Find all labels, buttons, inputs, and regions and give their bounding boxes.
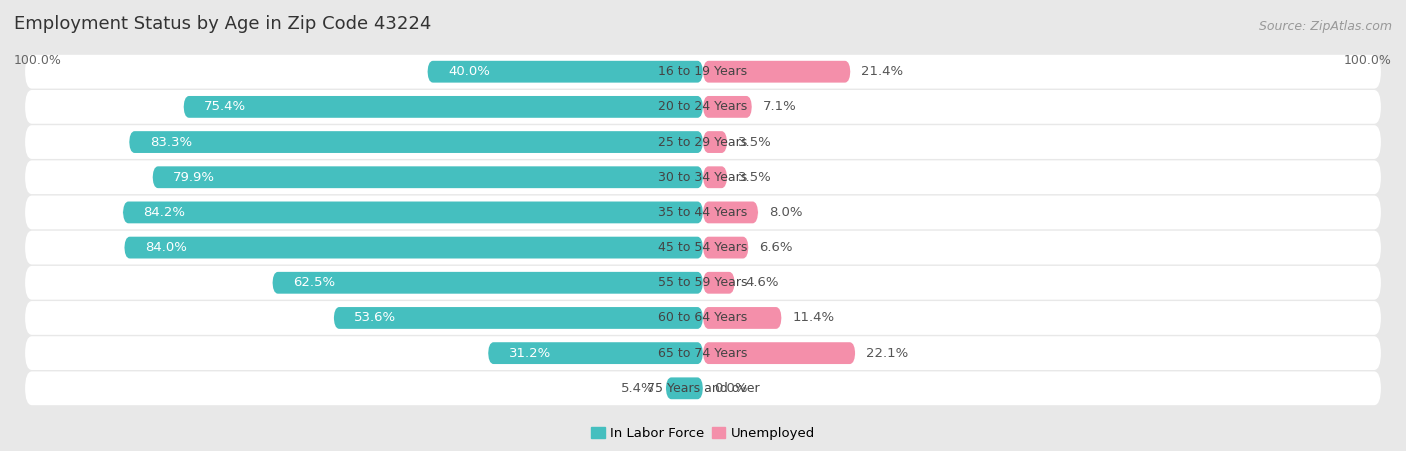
FancyBboxPatch shape (488, 342, 703, 364)
FancyBboxPatch shape (333, 307, 703, 329)
FancyBboxPatch shape (25, 372, 1381, 405)
FancyBboxPatch shape (703, 237, 748, 258)
Legend: In Labor Force, Unemployed: In Labor Force, Unemployed (586, 421, 820, 445)
Text: 55 to 59 Years: 55 to 59 Years (658, 276, 748, 289)
Text: 16 to 19 Years: 16 to 19 Years (658, 65, 748, 78)
Text: 22.1%: 22.1% (866, 347, 908, 359)
Text: 100.0%: 100.0% (1344, 54, 1392, 67)
FancyBboxPatch shape (152, 166, 703, 188)
FancyBboxPatch shape (25, 55, 1381, 88)
Text: 8.0%: 8.0% (769, 206, 803, 219)
Text: 40.0%: 40.0% (449, 65, 489, 78)
Text: 0.0%: 0.0% (714, 382, 748, 395)
Text: 20 to 24 Years: 20 to 24 Years (658, 101, 748, 113)
Text: 45 to 54 Years: 45 to 54 Years (658, 241, 748, 254)
FancyBboxPatch shape (703, 61, 851, 83)
FancyBboxPatch shape (122, 202, 703, 223)
FancyBboxPatch shape (25, 301, 1381, 335)
Text: 60 to 64 Years: 60 to 64 Years (658, 312, 748, 324)
Text: 35 to 44 Years: 35 to 44 Years (658, 206, 748, 219)
FancyBboxPatch shape (25, 90, 1381, 124)
FancyBboxPatch shape (703, 131, 727, 153)
Text: 31.2%: 31.2% (509, 347, 551, 359)
Text: 65 to 74 Years: 65 to 74 Years (658, 347, 748, 359)
Text: Source: ZipAtlas.com: Source: ZipAtlas.com (1258, 20, 1392, 33)
Text: Employment Status by Age in Zip Code 43224: Employment Status by Age in Zip Code 432… (14, 15, 432, 33)
Text: 79.9%: 79.9% (173, 171, 215, 184)
FancyBboxPatch shape (273, 272, 703, 294)
Text: 84.0%: 84.0% (145, 241, 187, 254)
Text: 4.6%: 4.6% (745, 276, 779, 289)
Text: 30 to 34 Years: 30 to 34 Years (658, 171, 748, 184)
FancyBboxPatch shape (184, 96, 703, 118)
FancyBboxPatch shape (703, 342, 855, 364)
Text: 3.5%: 3.5% (738, 171, 772, 184)
Text: 21.4%: 21.4% (862, 65, 904, 78)
Text: 84.2%: 84.2% (143, 206, 186, 219)
FancyBboxPatch shape (25, 266, 1381, 299)
FancyBboxPatch shape (666, 377, 703, 399)
Text: 62.5%: 62.5% (292, 276, 335, 289)
FancyBboxPatch shape (124, 237, 703, 258)
Text: 25 to 29 Years: 25 to 29 Years (658, 136, 748, 148)
Text: 7.1%: 7.1% (763, 101, 797, 113)
Text: 5.4%: 5.4% (621, 382, 655, 395)
FancyBboxPatch shape (25, 336, 1381, 370)
FancyBboxPatch shape (703, 272, 735, 294)
FancyBboxPatch shape (703, 96, 752, 118)
Text: 100.0%: 100.0% (14, 54, 62, 67)
FancyBboxPatch shape (25, 161, 1381, 194)
FancyBboxPatch shape (25, 196, 1381, 229)
FancyBboxPatch shape (703, 307, 782, 329)
Text: 75.4%: 75.4% (204, 101, 246, 113)
Text: 11.4%: 11.4% (793, 312, 835, 324)
Text: 75 Years and over: 75 Years and over (647, 382, 759, 395)
FancyBboxPatch shape (25, 125, 1381, 159)
FancyBboxPatch shape (25, 231, 1381, 264)
FancyBboxPatch shape (703, 202, 758, 223)
FancyBboxPatch shape (129, 131, 703, 153)
Text: 83.3%: 83.3% (150, 136, 191, 148)
FancyBboxPatch shape (427, 61, 703, 83)
Text: 53.6%: 53.6% (354, 312, 396, 324)
Text: 6.6%: 6.6% (759, 241, 793, 254)
Text: 3.5%: 3.5% (738, 136, 772, 148)
FancyBboxPatch shape (703, 166, 727, 188)
